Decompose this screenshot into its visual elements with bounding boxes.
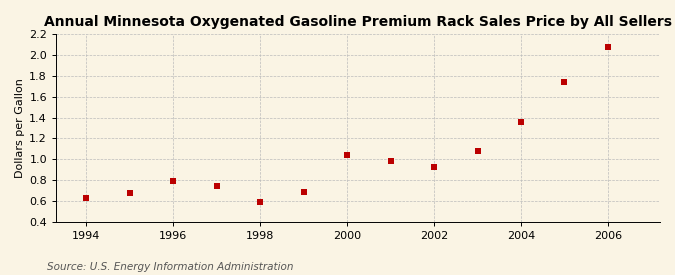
Y-axis label: Dollars per Gallon: Dollars per Gallon [15,78,25,178]
Point [211,184,222,189]
Point [385,159,396,164]
Point [255,200,266,204]
Point [342,153,352,157]
Point [603,45,614,49]
Point [559,80,570,84]
Point [81,196,92,200]
Point [124,190,135,195]
Point [298,189,309,194]
Point [429,164,439,169]
Title: Annual Minnesota Oxygenated Gasoline Premium Rack Sales Price by All Sellers: Annual Minnesota Oxygenated Gasoline Pre… [44,15,672,29]
Point [472,149,483,153]
Point [168,179,179,183]
Point [516,120,526,124]
Text: Source: U.S. Energy Information Administration: Source: U.S. Energy Information Administ… [47,262,294,272]
